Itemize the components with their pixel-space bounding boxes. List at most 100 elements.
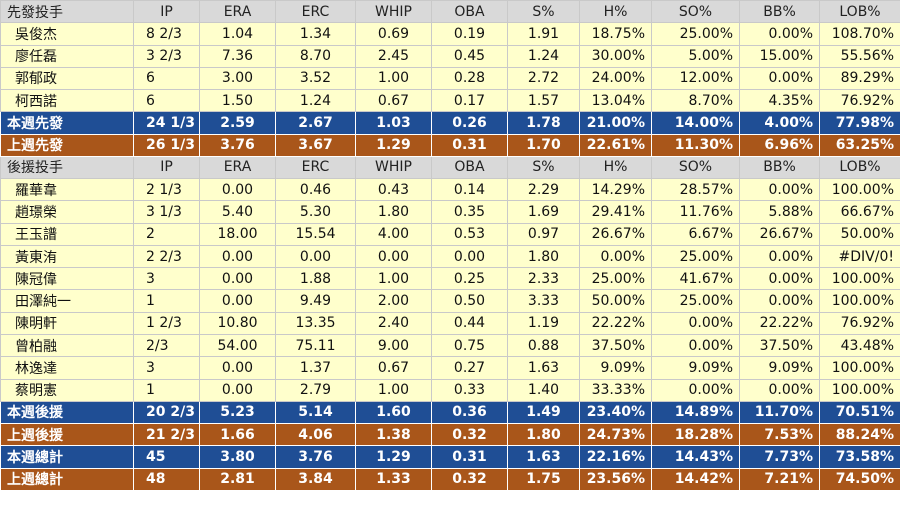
pitcher-row-ip-cell: 2 2/3 — [133, 244, 200, 269]
summary-row-erc-cell: 3.84 — [275, 467, 356, 491]
summary-row-so-pct-cell: 18.28% — [651, 423, 740, 447]
pitcher-row-era-cell: 7.36 — [199, 44, 276, 68]
section-header-row-lob-pct-cell: LOB% — [819, 155, 900, 180]
pitcher-row-s-pct-cell: 1.91 — [507, 22, 580, 46]
pitcher-row-so-pct-cell: 28.57% — [651, 178, 740, 202]
pitcher-row-s-pct-cell: 1.57 — [507, 89, 580, 113]
pitcher-row-so-pct-cell: 5.00% — [651, 44, 740, 68]
pitcher-row-oba-cell: 0.27 — [431, 356, 508, 380]
pitcher-row: 田澤純一 1 0.00 9.49 2.00 0.50 3.33 50.00% 25.00% 0.0… — [0, 289, 900, 313]
pitcher-row-h-pct-cell: 0.00% — [579, 244, 652, 269]
pitcher-row-ip-cell: 2 — [133, 222, 200, 246]
pitcher-row: 蔡明憲 1 0.00 2.79 1.00 0.33 1.40 33.33% 0.00% 0.00%… — [0, 378, 900, 402]
pitcher-row-name-cell: 柯西諾 — [0, 89, 134, 113]
pitcher-row-so-pct-cell: 0.00% — [651, 378, 740, 402]
pitcher-row-s-pct-cell: 1.19 — [507, 311, 580, 335]
pitcher-row-ip-cell: 3 2/3 — [133, 44, 200, 68]
pitcher-row: 王玉譜 2 18.00 15.54 4.00 0.53 0.97 26.67% 6.67% 26.… — [0, 222, 900, 246]
summary-row-lob-pct-cell: 70.51% — [819, 400, 900, 425]
pitcher-row: 羅華韋 2 1/3 0.00 0.46 0.43 0.14 2.29 14.29% 28.57%… — [0, 178, 900, 202]
pitcher-row-ip-cell: 2 1/3 — [133, 178, 200, 202]
pitcher-row-s-pct-cell: 0.88 — [507, 333, 580, 358]
pitcher-row-lob-pct-cell: 50.00% — [819, 222, 900, 246]
summary-row-era-cell: 5.23 — [199, 400, 276, 425]
summary-row-whip-cell: 1.33 — [355, 467, 432, 491]
pitcher-row-name-cell: 黃東洧 — [0, 244, 134, 269]
summary-row-whip-cell: 1.38 — [355, 423, 432, 447]
pitcher-row-name-cell: 廖任磊 — [0, 44, 134, 68]
pitcher-row-oba-cell: 0.45 — [431, 44, 508, 68]
pitcher-row-erc-cell: 1.34 — [275, 22, 356, 46]
summary-row-name-cell: 上週先發 — [0, 133, 134, 157]
summary-row-s-pct-cell: 1.70 — [507, 133, 580, 157]
summary-row-era-cell: 2.81 — [199, 467, 276, 491]
pitcher-row-whip-cell: 0.67 — [355, 356, 432, 380]
section-header-row-whip-cell: WHIP — [355, 0, 432, 24]
section-header-row-bb-pct-cell: BB% — [739, 0, 820, 24]
pitcher-row-bb-pct-cell: 0.00% — [739, 22, 820, 46]
summary-row-so-pct-cell: 14.43% — [651, 445, 740, 469]
pitcher-row-h-pct-cell: 30.00% — [579, 44, 652, 68]
pitcher-row-s-pct-cell: 2.33 — [507, 267, 580, 291]
pitcher-row-lob-pct-cell: 76.92% — [819, 89, 900, 113]
summary-row-so-pct-cell: 14.42% — [651, 467, 740, 491]
pitcher-row-era-cell: 0.00 — [199, 378, 276, 402]
summary-row-whip-cell: 1.60 — [355, 400, 432, 425]
pitcher-row-whip-cell: 2.00 — [355, 289, 432, 313]
pitcher-row-bb-pct-cell: 0.00% — [739, 289, 820, 313]
summary-row-era-cell: 2.59 — [199, 111, 276, 135]
pitcher-row-whip-cell: 0.69 — [355, 22, 432, 46]
pitcher-row-lob-pct-cell: 100.00% — [819, 178, 900, 202]
section-header-row-lob-pct-cell: LOB% — [819, 0, 900, 24]
pitcher-row-oba-cell: 0.44 — [431, 311, 508, 335]
pitcher-row-so-pct-cell: 41.67% — [651, 267, 740, 291]
pitcher-row-erc-cell: 1.88 — [275, 267, 356, 291]
pitcher-row-erc-cell: 13.35 — [275, 311, 356, 335]
pitcher-row-oba-cell: 0.53 — [431, 222, 508, 246]
section-header-row: 後援投手 IP ERA ERC WHIP OBA S% H% SO% BB% LOB% — [0, 155, 900, 180]
section-header-row-name-cell: 後援投手 — [0, 155, 134, 180]
summary-row-oba-cell: 0.32 — [431, 467, 508, 491]
pitcher-row-whip-cell: 0.67 — [355, 89, 432, 113]
summary-row-oba-cell: 0.31 — [431, 445, 508, 469]
summary-row-oba-cell: 0.36 — [431, 400, 508, 425]
pitcher-row-ip-cell: 1 — [133, 378, 200, 402]
pitcher-row-name-cell: 田澤純一 — [0, 289, 134, 313]
pitcher-row-bb-pct-cell: 4.35% — [739, 89, 820, 113]
pitcher-row-h-pct-cell: 14.29% — [579, 178, 652, 202]
pitcher-row-oba-cell: 0.19 — [431, 22, 508, 46]
summary-row-ip-cell: 21 2/3 — [133, 423, 200, 447]
pitcher-row-era-cell: 0.00 — [199, 356, 276, 380]
pitcher-row-erc-cell: 75.11 — [275, 333, 356, 358]
summary-row-bb-pct-cell: 7.53% — [739, 423, 820, 447]
section-header-row: 先發投手 IP ERA ERC WHIP OBA S% H% SO% BB% LOB% — [0, 0, 900, 24]
pitcher-row-era-cell: 5.40 — [199, 200, 276, 224]
pitcher-row: 陳明軒 1 2/3 10.80 13.35 2.40 0.44 1.19 22.22% 0.00… — [0, 311, 900, 335]
pitcher-row-erc-cell: 15.54 — [275, 222, 356, 246]
pitcher-row-oba-cell: 0.17 — [431, 89, 508, 113]
pitcher-row-era-cell: 1.50 — [199, 89, 276, 113]
summary-row-h-pct-cell: 24.73% — [579, 423, 652, 447]
summary-row: 上週後援 21 2/3 1.66 4.06 1.38 0.32 1.80 24.73% 18.2… — [0, 423, 900, 447]
summary-row-name-cell: 上週總計 — [0, 467, 134, 491]
section-header-row-h-pct-cell: H% — [579, 0, 652, 24]
table-body: 先發投手 IP ERA ERC WHIP OBA S% H% SO% BB% LOB% 吳俊杰 8 2/… — [0, 0, 900, 491]
pitcher-row-bb-pct-cell: 0.00% — [739, 178, 820, 202]
section-header-row-ip-cell: IP — [133, 0, 200, 24]
pitcher-row-s-pct-cell: 2.29 — [507, 178, 580, 202]
pitcher-row-name-cell: 郭郁政 — [0, 66, 134, 91]
pitcher-row-lob-pct-cell: 43.48% — [819, 333, 900, 358]
pitcher-row-h-pct-cell: 29.41% — [579, 200, 652, 224]
pitcher-row-oba-cell: 0.28 — [431, 66, 508, 91]
pitcher-row-so-pct-cell: 11.76% — [651, 200, 740, 224]
pitcher-row-lob-pct-cell: 89.29% — [819, 66, 900, 91]
summary-row-h-pct-cell: 22.61% — [579, 133, 652, 157]
pitcher-row-bb-pct-cell: 0.00% — [739, 66, 820, 91]
section-header-row-name-cell: 先發投手 — [0, 0, 134, 24]
pitcher-row-lob-pct-cell: 100.00% — [819, 356, 900, 380]
summary-row-so-pct-cell: 14.00% — [651, 111, 740, 135]
summary-row-era-cell: 3.80 — [199, 445, 276, 469]
pitcher-row-s-pct-cell: 1.63 — [507, 356, 580, 380]
section-header-row-erc-cell: ERC — [275, 155, 356, 180]
pitcher-row-name-cell: 陳明軒 — [0, 311, 134, 335]
